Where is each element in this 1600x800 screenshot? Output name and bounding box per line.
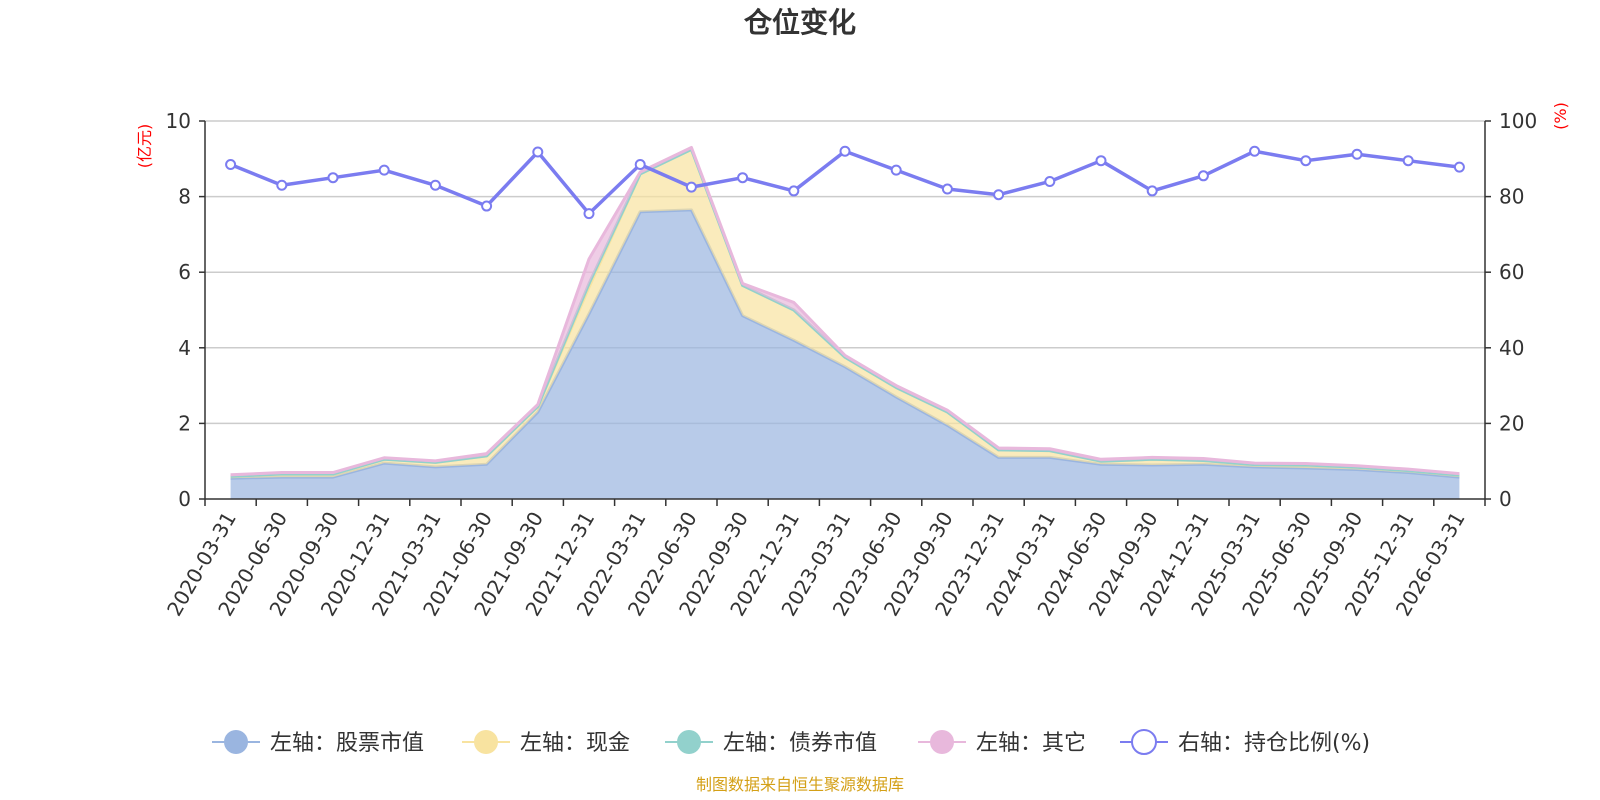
right-tick-label: 60: [1499, 260, 1524, 284]
ratio-point: [941, 183, 953, 195]
ratio-point: [993, 189, 1005, 201]
ratio-point: [532, 146, 544, 158]
legend-marker: [677, 730, 701, 754]
ratio-point: [481, 200, 493, 212]
ratio-point: [583, 208, 595, 220]
legend-item: 右轴：持仓比例(%): [1120, 729, 1370, 756]
ratio-point: [685, 181, 697, 193]
legend-label: 右轴：持仓比例(%): [1178, 731, 1370, 756]
legend-label: 左轴：股票市值: [270, 731, 424, 756]
ratio-point: [1197, 170, 1209, 182]
ratio-point: [1095, 155, 1107, 167]
right-tick-label: 80: [1499, 185, 1524, 209]
ratio-point: [429, 179, 441, 191]
ratio-point: [1249, 145, 1261, 157]
right-tick-label: 100: [1499, 109, 1537, 133]
ratio-point: [1402, 155, 1414, 167]
left-tick-label: 4: [178, 336, 191, 360]
legend-label: 左轴：现金: [520, 731, 630, 756]
right-tick-label: 0: [1499, 487, 1512, 511]
right-tick-label: 40: [1499, 336, 1524, 360]
ratio-point: [788, 185, 800, 197]
ratio-point: [737, 172, 749, 184]
ratio-line-series: [225, 145, 1465, 220]
right-axis-unit: (%): [1551, 102, 1570, 130]
ratio-point: [225, 158, 237, 170]
ratio-point: [839, 145, 851, 157]
ratio-point: [378, 164, 390, 176]
ratio-point: [890, 164, 902, 176]
ratio-point: [1453, 161, 1465, 173]
legend-label: 左轴：债券市值: [723, 731, 877, 756]
ratio-point: [1146, 185, 1158, 197]
legend-marker: [930, 730, 954, 754]
legend-item: 左轴：股票市值: [212, 730, 424, 756]
ratio-line: [229, 149, 1460, 216]
left-tick-label: 8: [178, 185, 191, 209]
ratio-point: [1351, 148, 1363, 160]
left-tick-label: 0: [178, 487, 191, 511]
legend-marker: [474, 730, 498, 754]
ratio-point: [327, 172, 339, 184]
chart-title: 仓位变化: [744, 6, 856, 39]
right-tick-label: 20: [1499, 411, 1524, 435]
legend-item: 左轴：债券市值: [665, 730, 877, 756]
ratio-point: [1044, 175, 1056, 187]
legend: 左轴：股票市值 左轴：现金 左轴：债券市值 左轴：其它 右轴：持仓比例(%): [212, 729, 1370, 756]
left-tick-label: 2: [178, 411, 191, 435]
data-source-note: 制图数据来自恒生聚源数据库: [696, 775, 904, 794]
legend-marker: [1131, 729, 1157, 755]
legend-label: 左轴：其它: [976, 731, 1086, 756]
area-左轴：股票市值: [230, 209, 1460, 499]
legend-item: 左轴：现金: [462, 730, 630, 756]
ratio-point: [276, 179, 288, 191]
left-tick-label: 10: [166, 109, 191, 133]
area-series: [230, 145, 1460, 499]
left-axis-unit: (亿元): [135, 124, 154, 169]
grid-lines: [205, 120, 1485, 425]
legend-marker: [224, 730, 248, 754]
ratio-point: [1300, 155, 1312, 167]
area-line-左轴：其它: [230, 145, 1460, 477]
left-tick-label: 6: [178, 260, 191, 284]
legend-item: 左轴：其它: [918, 730, 1086, 756]
ratio-point: [634, 158, 646, 170]
